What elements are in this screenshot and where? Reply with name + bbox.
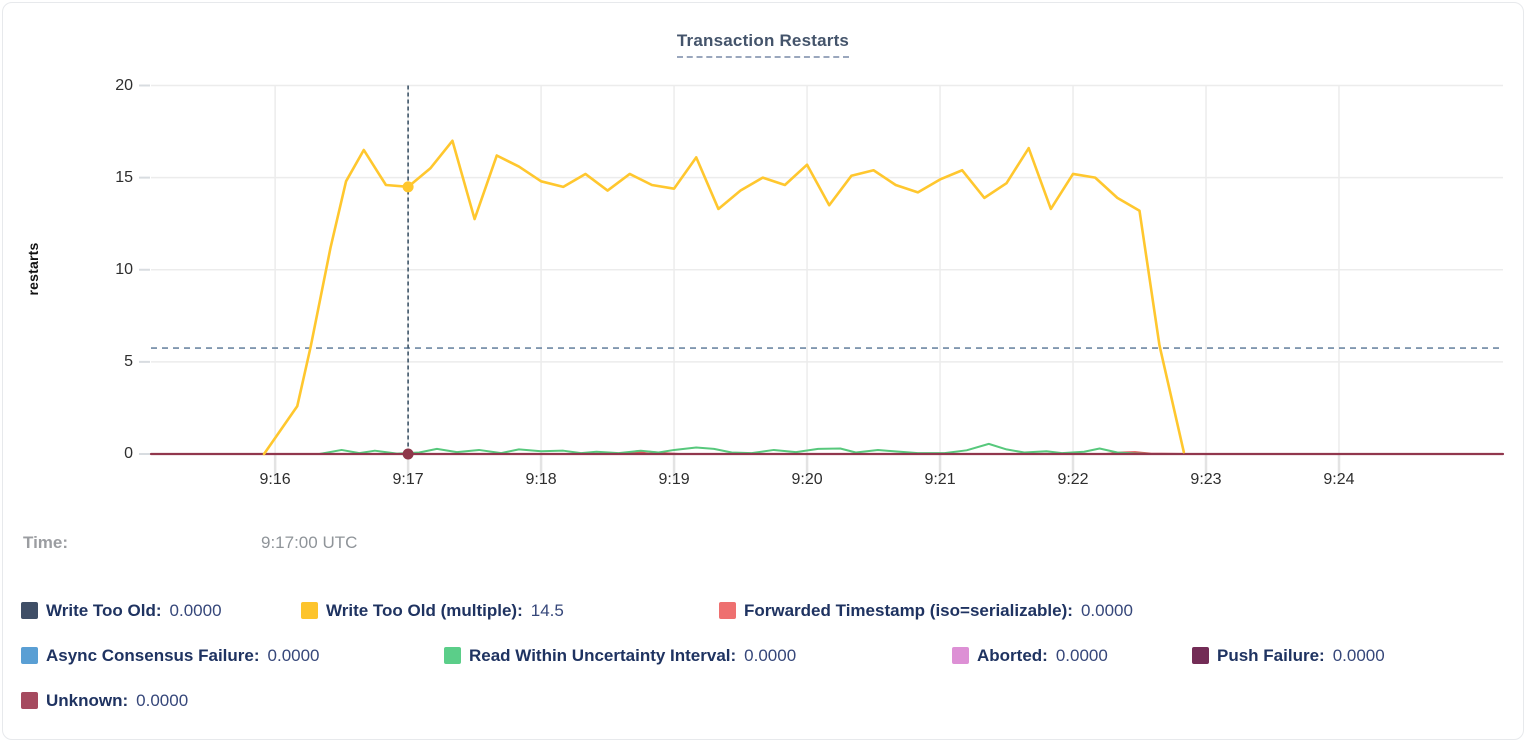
legend-item[interactable]: Write Too Old: 0.0000 bbox=[21, 601, 301, 621]
x-tick-label: 9:23 bbox=[1190, 471, 1222, 488]
legend-item[interactable]: Aborted: 0.0000 bbox=[952, 646, 1192, 666]
legend-color-swatch-icon bbox=[1192, 647, 1209, 664]
legend-label: Write Too Old (multiple): bbox=[326, 600, 523, 620]
legend-item[interactable]: Read Within Uncertainty Interval: 0.0000 bbox=[444, 646, 952, 666]
y-tick-label: 20 bbox=[115, 76, 133, 94]
legend-row: Unknown: 0.0000 bbox=[21, 678, 1521, 723]
chart-title[interactable]: Transaction Restarts bbox=[676, 31, 850, 58]
legend-value: 0.0000 bbox=[136, 690, 189, 710]
legend-item[interactable]: Forwarded Timestamp (iso=serializable): 0… bbox=[719, 601, 1133, 621]
chart-svg[interactable] bbox=[3, 3, 1524, 523]
x-tick-label: 9:24 bbox=[1323, 471, 1355, 488]
hover-time-value: 9:17:00 UTC bbox=[261, 533, 358, 552]
legend-label: Push Failure: bbox=[1217, 645, 1325, 665]
x-tick-label: 9:21 bbox=[924, 471, 956, 488]
hover-marker-dot bbox=[402, 181, 414, 193]
legend-color-swatch-icon bbox=[952, 647, 969, 664]
chart-title-row: Transaction Restarts bbox=[3, 31, 1523, 58]
series-line bbox=[262, 139, 1186, 456]
legend-value: 0.0000 bbox=[744, 645, 797, 665]
legend-item[interactable]: Write Too Old (multiple): 14.5 bbox=[301, 601, 719, 621]
legend-color-swatch-icon bbox=[21, 692, 38, 709]
legend-item[interactable]: Unknown: 0.0000 bbox=[21, 691, 321, 711]
legend-label: Write Too Old: bbox=[46, 600, 162, 620]
x-tick-label: 9:20 bbox=[791, 471, 823, 488]
x-tick-label: 9:16 bbox=[259, 471, 291, 488]
legend-value: 0.0000 bbox=[1332, 645, 1385, 665]
legend-label: Unknown: bbox=[46, 690, 129, 710]
legend-color-swatch-icon bbox=[301, 602, 318, 619]
legend-item[interactable]: Async Consensus Failure: 0.0000 bbox=[21, 646, 444, 666]
legend-color-swatch-icon bbox=[444, 647, 461, 664]
y-tick-label: 15 bbox=[115, 168, 133, 186]
legend-color-swatch-icon bbox=[21, 602, 38, 619]
legend-value: 0.0000 bbox=[1080, 600, 1133, 620]
x-tick-label: 9:18 bbox=[525, 471, 557, 488]
legend-value: 0.0000 bbox=[169, 600, 222, 620]
hover-time-label: Time: bbox=[23, 533, 69, 552]
chart-plot-area[interactable]: 0 5 10 15 20 9:16 9:17 9:18 9:19 9:20 9:21 9:22 9:23… bbox=[3, 3, 1524, 523]
legend-label: Forwarded Timestamp (iso=serializable): bbox=[744, 600, 1073, 620]
legend-label: Async Consensus Failure: bbox=[46, 645, 260, 665]
legend-row: Async Consensus Failure: 0.0000 Read Withi… bbox=[21, 633, 1521, 678]
legend-color-swatch-icon bbox=[21, 647, 38, 664]
hover-marker-dot bbox=[402, 448, 414, 460]
y-tick-label: 10 bbox=[115, 260, 133, 278]
legend-value: 14.5 bbox=[530, 600, 564, 620]
legend-row: Write Too Old: 0.0000 Write Too Old (multi… bbox=[21, 588, 1521, 633]
series-line bbox=[318, 442, 1152, 455]
hover-time-row: Time: 9:17:00 UTC bbox=[3, 533, 1523, 563]
chart-legend: Write Too Old: 0.0000 Write Too Old (multi… bbox=[21, 588, 1521, 723]
legend-item[interactable]: Push Failure: 0.0000 bbox=[1192, 646, 1385, 666]
legend-label: Read Within Uncertainty Interval: bbox=[469, 645, 737, 665]
legend-color-swatch-icon bbox=[719, 602, 736, 619]
legend-label: Aborted: bbox=[977, 645, 1048, 665]
x-tick-label: 9:17 bbox=[392, 471, 424, 488]
y-axis-label: restarts bbox=[25, 242, 41, 296]
y-tick-label: 0 bbox=[124, 445, 133, 462]
y-tick-label: 5 bbox=[124, 352, 133, 370]
legend-value: 0.0000 bbox=[1055, 645, 1108, 665]
x-tick-label: 9:22 bbox=[1057, 471, 1089, 488]
x-tick-label: 9:19 bbox=[658, 471, 690, 488]
legend-value: 0.0000 bbox=[267, 645, 320, 665]
